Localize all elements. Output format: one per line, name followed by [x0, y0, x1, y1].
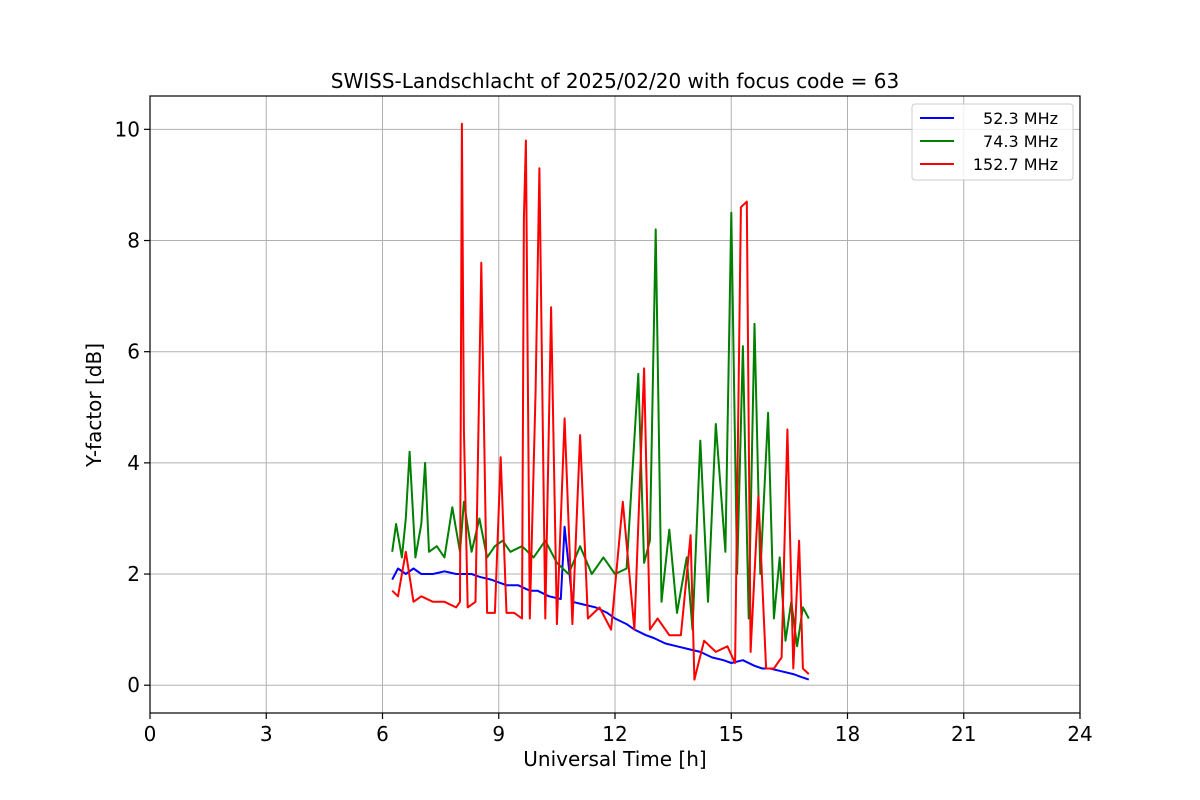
y-tick-label: 10 — [115, 117, 140, 141]
grid-lines — [149, 96, 1081, 713]
legend-label: 52.3 MHz — [983, 109, 1058, 128]
y-tick-label: 6 — [127, 340, 140, 364]
series-layer — [391, 122, 810, 681]
legend-label: 74.3 MHz — [983, 132, 1058, 151]
y-tick-label: 4 — [127, 451, 140, 475]
x-tick-label: 24 — [1067, 722, 1092, 746]
x-tick-label: 18 — [835, 722, 860, 746]
x-tick-label: 3 — [260, 722, 273, 746]
x-axis-label: Universal Time [h] — [523, 747, 706, 771]
y-tick-label: 8 — [127, 229, 140, 253]
y-tick-label: 0 — [127, 673, 140, 697]
x-tick-label: 6 — [376, 722, 389, 746]
x-tick-label: 12 — [602, 722, 627, 746]
legend-box — [911, 103, 1074, 181]
y-tick-label: 2 — [127, 562, 140, 586]
x-tick-label: 9 — [492, 722, 505, 746]
x-tick-label: 0 — [144, 722, 157, 746]
legend-label: 152.7 MHz — [973, 155, 1058, 174]
x-tick-label: 15 — [719, 722, 744, 746]
legend: 52.3 MHz 74.3 MHz 152.7 MHz — [911, 103, 1074, 181]
series-line-152-7-mhz — [391, 122, 810, 681]
x-tick-label: 21 — [951, 722, 976, 746]
series-line-52-3-mhz — [391, 525, 810, 681]
y-axis-label: Y-factor [dB] — [82, 343, 106, 468]
series-line-74-3-mhz — [391, 211, 810, 648]
chart-title: SWISS-Landschlacht of 2025/02/20 with fo… — [331, 69, 899, 93]
